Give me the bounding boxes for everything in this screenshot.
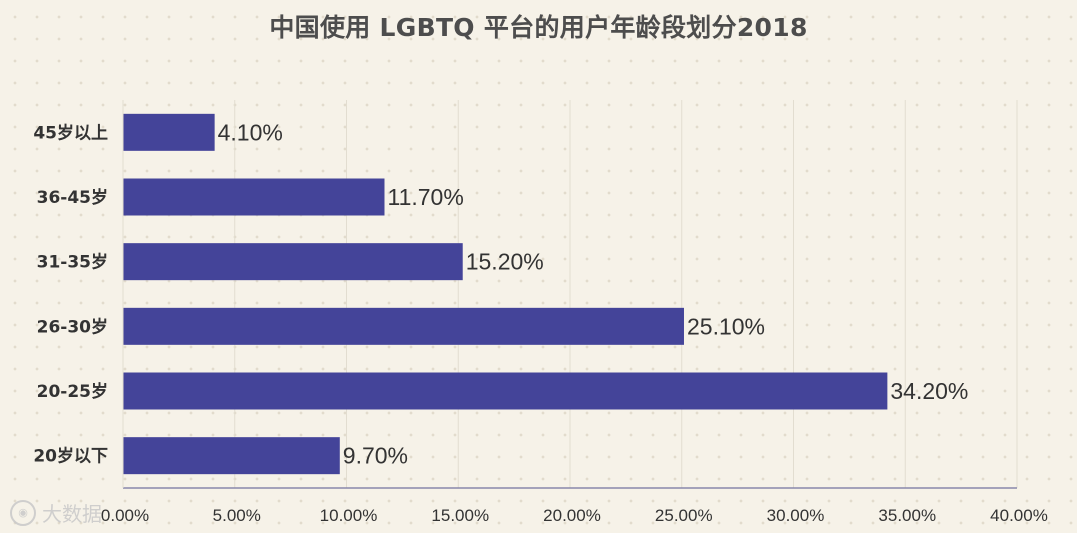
data-label: 4.10% bbox=[218, 119, 283, 145]
x-tick-label: 25.00% bbox=[655, 506, 713, 525]
x-axis bbox=[122, 100, 1017, 489]
watermark: ◉ 大数据 bbox=[10, 498, 102, 527]
category-label: 31-35岁 bbox=[37, 252, 108, 273]
category-label: 20岁以下 bbox=[33, 446, 108, 467]
category-label: 36-45岁 bbox=[37, 187, 108, 208]
tick-labels: 0.00% 5.00% 10.00% 15.00% 20.00% 25.00% 30.00%… bbox=[101, 506, 1048, 525]
data-label: 15.20% bbox=[466, 249, 544, 275]
gridlines bbox=[234, 100, 1018, 488]
x-tick-label: 20.00% bbox=[543, 506, 601, 525]
logo-icon: ◉ bbox=[10, 499, 36, 526]
x-tick-label: 10.00% bbox=[320, 506, 378, 525]
bar bbox=[123, 113, 215, 151]
data-label: 11.70% bbox=[387, 184, 463, 210]
x-tick-label: 15.00% bbox=[431, 506, 489, 525]
bars bbox=[123, 113, 888, 475]
bar bbox=[123, 243, 463, 281]
bar bbox=[123, 437, 340, 475]
x-tick-label: 0.00% bbox=[101, 506, 149, 525]
bar bbox=[123, 307, 684, 345]
data-label: 9.70% bbox=[343, 443, 408, 469]
category-labels: 45岁以上 36-45岁 31-35岁 26-30岁 20-25岁 20岁以下 bbox=[33, 122, 108, 466]
category-label: 20-25岁 bbox=[37, 381, 108, 402]
x-tick-label: 30.00% bbox=[767, 506, 825, 525]
data-label: 34.20% bbox=[890, 378, 968, 404]
chart-title: 中国使用 LGBTQ 平台的用户年龄段划分2018 bbox=[269, 13, 808, 42]
x-tick-label: 35.00% bbox=[878, 506, 936, 525]
bar bbox=[123, 372, 888, 410]
watermark-text: 大数据 bbox=[42, 502, 102, 526]
x-tick-label: 40.00% bbox=[990, 506, 1048, 525]
category-label: 45岁以上 bbox=[33, 122, 108, 143]
data-label: 25.10% bbox=[687, 313, 765, 339]
value-labels: 4.10% 11.70% 15.20% 25.10% 34.20% 9.70% bbox=[218, 119, 969, 468]
bar bbox=[123, 178, 385, 216]
x-tick-label: 5.00% bbox=[213, 506, 261, 525]
category-label: 26-30岁 bbox=[37, 316, 108, 337]
